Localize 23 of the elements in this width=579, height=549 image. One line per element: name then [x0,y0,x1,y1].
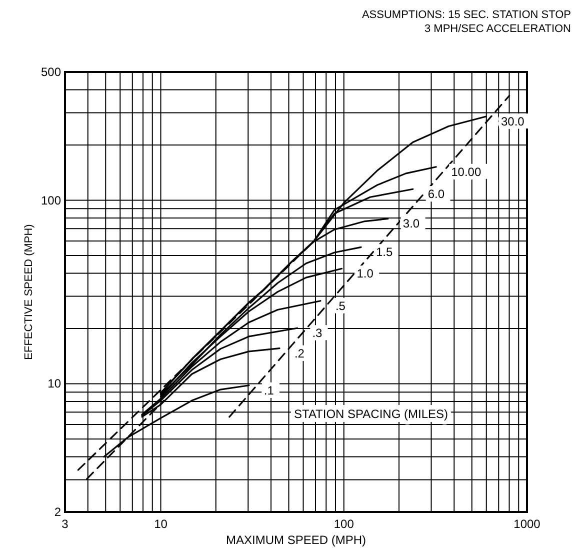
y-tick-label: 500 [40,65,62,79]
series-label: 10.00 [451,164,482,179]
series-label: .2 [294,346,305,360]
y-tick-label: 2 [54,505,62,519]
text: 3 MPH/SEC ACCELERATION [424,23,572,35]
x-axis-title: MAXIMUM SPEED (MPH) [226,533,366,547]
series-label: 30.0 [500,114,525,129]
y-tick-label: 10 [48,376,62,391]
x-tick-label: 10 [154,517,168,531]
x-tick-label: 100 [334,517,354,531]
series-label: .3 [312,326,323,340]
series-label: .1 [264,383,274,398]
annotation: STATION SPACING (MILES) [294,407,448,421]
text: ASSUMPTIONS: 15 SEC. STATION STOP [362,9,571,21]
y-tick-label: 100 [40,193,62,208]
x-tick-label: 3 [62,517,69,531]
series-label: 1.0 [356,266,374,281]
y-axis-title: EFFECTIVE SPEED (MPH) [23,224,35,360]
series-label: 3.0 [402,216,420,231]
series-label: 6.0 [428,187,445,202]
x-tick-label: 1000 [514,517,541,531]
series-label: .5 [335,298,346,313]
series-label: 1.5 [376,245,393,260]
